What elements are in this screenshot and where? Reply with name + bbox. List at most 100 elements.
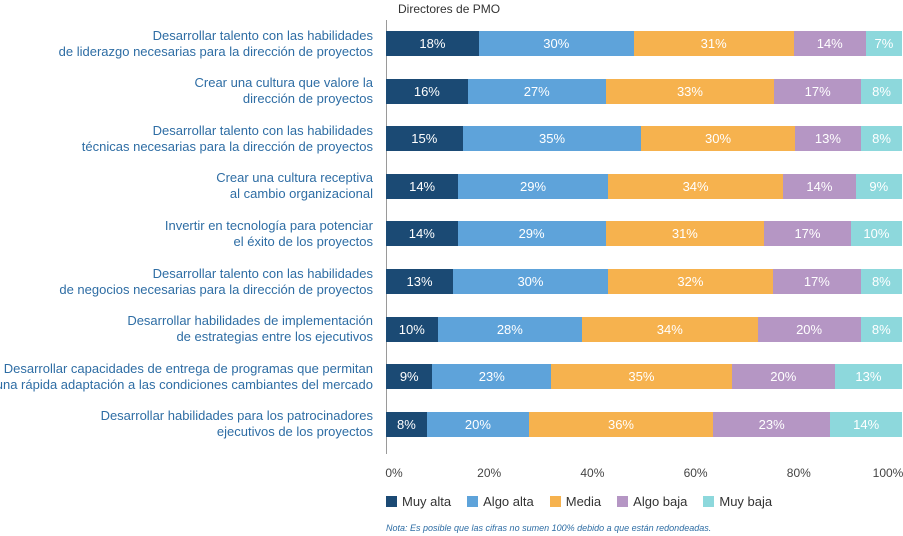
data-label: 33% bbox=[676, 83, 703, 99]
data-label: 30% bbox=[517, 274, 544, 289]
category-label: Desarrollar talento con las habilidades … bbox=[59, 265, 373, 297]
category-label: Desarrollar capacidades de entrega de pr… bbox=[0, 360, 373, 392]
data-label: 8% bbox=[872, 131, 891, 147]
bar-row: 14% 29% 34% 14% 9% bbox=[386, 173, 902, 199]
bar-segment-algo-baja: 23% bbox=[712, 411, 831, 437]
data-label: 20% bbox=[464, 416, 491, 432]
bar-segment-muy-baja: 8% bbox=[861, 126, 902, 152]
data-label: 18% bbox=[419, 36, 446, 51]
bar-row: 13% 30% 32% 17% 8% bbox=[386, 269, 902, 294]
legend-swatch bbox=[386, 496, 397, 507]
data-label: 8% bbox=[397, 416, 416, 432]
data-label: 35% bbox=[628, 369, 655, 385]
bar-row: 16% 27% 33% 17% 8% bbox=[386, 78, 902, 104]
legend-swatch bbox=[617, 496, 629, 507]
bar-segment-algo-alta: 35% bbox=[462, 126, 642, 152]
legend-item: Media bbox=[549, 494, 602, 509]
category-label: Desarrollar talento con las habilidades … bbox=[58, 27, 373, 59]
legend-swatch bbox=[703, 496, 715, 507]
bar-segment-muy-alta: 13% bbox=[386, 269, 454, 294]
legend-label: Media bbox=[565, 494, 602, 509]
bar-row: 10% 28% 34% 20% 8% bbox=[386, 316, 902, 342]
data-label: 31% bbox=[700, 36, 727, 51]
bar-segment-muy-baja: 7% bbox=[865, 31, 902, 56]
x-tick-label: 80% bbox=[786, 466, 811, 480]
bar-segment-muy-alta: 9% bbox=[386, 364, 433, 390]
bar-segment-algo-alta: 30% bbox=[478, 31, 634, 56]
bar-segment-media: 31% bbox=[633, 31, 794, 56]
bar-segment-muy-baja: 10% bbox=[850, 221, 902, 247]
legend-label: Algo baja bbox=[633, 494, 688, 509]
data-label: 30% bbox=[543, 36, 570, 51]
data-label: 7% bbox=[874, 36, 894, 51]
data-label: 17% bbox=[804, 83, 831, 99]
category-label: Desarrollar habilidades para los patroci… bbox=[100, 408, 373, 440]
bar-segment-muy-alta: 14% bbox=[386, 221, 458, 247]
bar-segment-muy-baja: 8% bbox=[860, 316, 902, 342]
footnote: Nota: Es posible que las cifras no sumen… bbox=[386, 523, 712, 533]
legend: Muy alta Algo alta Media Algo baja Muy baja bbox=[386, 494, 772, 509]
category-label: Desarrollar talento con las habilidades … bbox=[81, 122, 373, 154]
data-label: 13% bbox=[814, 131, 841, 147]
data-label: 14% bbox=[816, 36, 843, 51]
data-label: 29% bbox=[520, 178, 547, 194]
x-tick-label: 40% bbox=[580, 466, 605, 480]
data-label: 14% bbox=[806, 178, 833, 194]
data-label: 9% bbox=[399, 369, 419, 385]
bar-segment-algo-alta: 30% bbox=[453, 269, 608, 294]
legend-label: Muy alta bbox=[402, 494, 452, 509]
data-label: 9% bbox=[869, 178, 889, 194]
bar-row: 8% 20% 36% 23% 14% bbox=[386, 411, 902, 437]
bar-segment-muy-baja: 14% bbox=[830, 411, 902, 437]
data-label: 13% bbox=[406, 274, 433, 289]
data-label: 28% bbox=[496, 321, 523, 337]
data-label: 17% bbox=[794, 226, 821, 242]
x-tick-label: 20% bbox=[477, 466, 502, 480]
bar-row: 18% 30% 31% 14% 7% bbox=[386, 31, 902, 56]
data-label: 14% bbox=[408, 226, 435, 242]
legend-label: Algo alta bbox=[483, 494, 534, 509]
data-label: 8% bbox=[871, 321, 891, 337]
data-label: 13% bbox=[855, 369, 882, 385]
data-label: 32% bbox=[677, 274, 704, 289]
bar-row: 9% 23% 35% 20% 13% bbox=[386, 364, 902, 390]
bar-segment-media: 32% bbox=[607, 269, 773, 294]
data-label: 34% bbox=[656, 321, 683, 337]
bar-segment-algo-alta: 20% bbox=[426, 411, 530, 437]
bar-row: 14% 29% 31% 17% 10% bbox=[386, 221, 902, 247]
bar-segment-media: 35% bbox=[551, 364, 732, 390]
bar-segment-algo-alta: 29% bbox=[458, 173, 608, 199]
data-label: 10% bbox=[863, 226, 890, 242]
data-label: 16% bbox=[413, 83, 440, 99]
data-label: 35% bbox=[539, 131, 566, 147]
bar-segment-algo-alta: 23% bbox=[432, 364, 552, 390]
data-label: 31% bbox=[671, 226, 698, 242]
category-label: Crear una cultura que valore la direcció… bbox=[194, 75, 374, 107]
legend-swatch bbox=[549, 496, 561, 507]
data-label: 20% bbox=[796, 321, 823, 337]
bar-segment-media: 31% bbox=[605, 221, 765, 247]
category-label: Invertir en tecnología para potenciar el… bbox=[164, 217, 373, 249]
bar-segment-muy-baja: 8% bbox=[861, 78, 902, 104]
bar-segment-algo-baja: 17% bbox=[764, 221, 851, 247]
data-label: 14% bbox=[409, 178, 436, 194]
bar-segment-muy-baja: 8% bbox=[860, 269, 902, 294]
bar-row: 15% 35% 30% 13% 8% bbox=[386, 126, 902, 152]
bar-segment-media: 33% bbox=[605, 78, 775, 104]
bar-segment-muy-alta: 8% bbox=[386, 411, 427, 437]
bar-segment-muy-alta: 10% bbox=[386, 316, 438, 342]
data-label: 29% bbox=[518, 226, 545, 242]
data-label: 34% bbox=[682, 178, 709, 194]
bar-segment-algo-baja: 13% bbox=[794, 126, 862, 152]
bar-segment-algo-baja: 17% bbox=[772, 269, 861, 294]
category-label: Desarrollar habilidades de implementació… bbox=[127, 313, 373, 345]
data-label: 23% bbox=[478, 369, 505, 385]
data-label: 14% bbox=[853, 416, 880, 432]
bar-segment-algo-baja: 20% bbox=[757, 316, 861, 342]
legend-swatch bbox=[467, 496, 479, 507]
data-label: 10% bbox=[398, 321, 425, 337]
bar-segment-muy-alta: 18% bbox=[386, 31, 479, 56]
x-tick-label: 100% bbox=[872, 466, 903, 480]
legend-item: Muy alta bbox=[386, 494, 451, 509]
